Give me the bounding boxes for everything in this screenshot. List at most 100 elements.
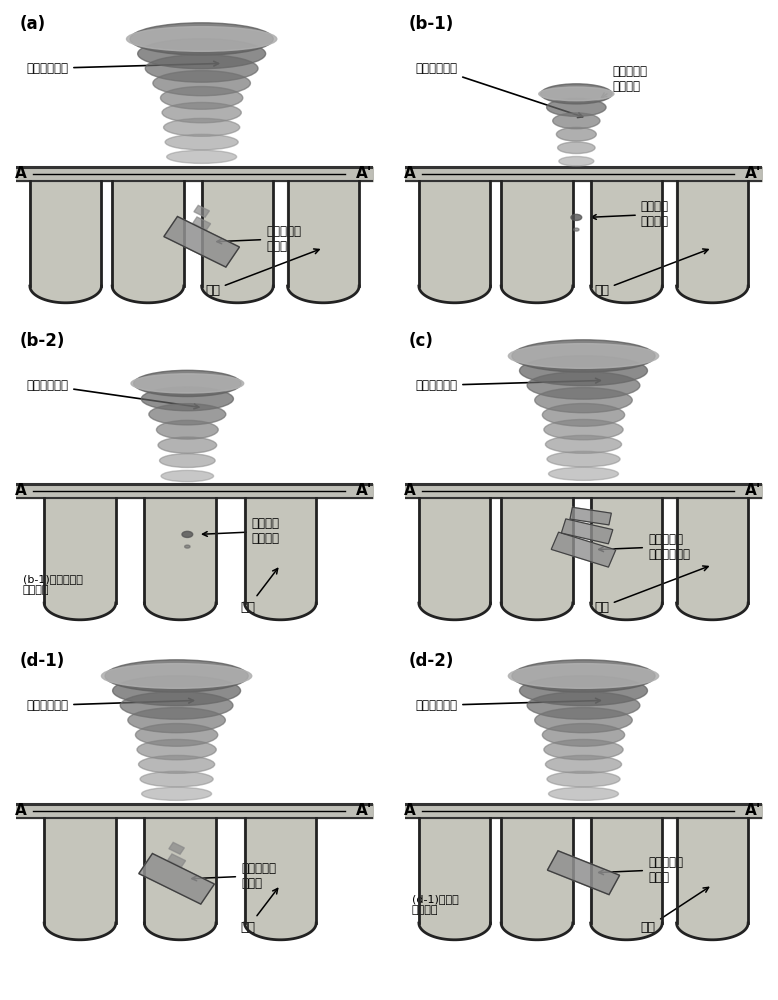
Ellipse shape — [544, 739, 623, 760]
Ellipse shape — [161, 470, 214, 482]
Ellipse shape — [558, 142, 595, 154]
Text: 基本上同时
分离的微阵列: 基本上同时 分离的微阵列 — [599, 533, 690, 561]
Ellipse shape — [527, 692, 640, 719]
Ellipse shape — [184, 545, 190, 548]
Polygon shape — [501, 818, 573, 940]
Polygon shape — [202, 181, 273, 303]
Polygon shape — [44, 818, 116, 940]
Text: 完全分离的
微阵列: 完全分离的 微阵列 — [217, 225, 301, 253]
Ellipse shape — [556, 127, 596, 141]
Ellipse shape — [508, 344, 659, 368]
Text: A': A' — [356, 166, 372, 181]
Polygon shape — [193, 217, 211, 230]
Text: (d-1): (d-1) — [19, 652, 65, 670]
Ellipse shape — [145, 55, 258, 82]
Text: 完全分离的
微阵列: 完全分离的 微阵列 — [599, 856, 683, 884]
Polygon shape — [167, 854, 186, 867]
Ellipse shape — [163, 118, 240, 136]
Ellipse shape — [552, 113, 600, 129]
Text: (b-1): (b-1) — [408, 15, 454, 33]
Ellipse shape — [138, 39, 265, 69]
Ellipse shape — [113, 676, 240, 706]
Text: 脉冲激光照射: 脉冲激光照射 — [26, 61, 219, 75]
Text: A': A' — [745, 803, 761, 818]
Ellipse shape — [156, 420, 218, 439]
Ellipse shape — [534, 708, 633, 733]
Polygon shape — [677, 818, 748, 940]
Text: 分离后残留
的微阵列: 分离后残留 的微阵列 — [601, 65, 647, 97]
Ellipse shape — [512, 660, 655, 692]
Text: 脉冲激光照射: 脉冲激光照射 — [415, 378, 601, 392]
Text: 储器: 储器 — [594, 566, 708, 614]
Text: 脉冲激光照射: 脉冲激光照射 — [26, 698, 194, 712]
Text: 部分分离
的微阵列: 部分分离 的微阵列 — [591, 200, 669, 228]
Text: 储器: 储器 — [240, 888, 278, 934]
Text: 储器: 储器 — [205, 249, 319, 297]
Ellipse shape — [135, 724, 218, 746]
Text: (a): (a) — [19, 15, 45, 33]
Text: (b-2): (b-2) — [19, 332, 65, 350]
Polygon shape — [145, 498, 216, 620]
Ellipse shape — [160, 87, 243, 109]
Ellipse shape — [158, 437, 216, 453]
Text: (c): (c) — [408, 332, 433, 350]
Text: 脉冲激光照射: 脉冲激光照射 — [26, 379, 199, 409]
Polygon shape — [570, 507, 612, 525]
Ellipse shape — [534, 388, 633, 413]
Ellipse shape — [166, 150, 237, 163]
Text: 储器: 储器 — [594, 249, 708, 297]
Polygon shape — [112, 181, 184, 303]
Ellipse shape — [542, 724, 625, 746]
Ellipse shape — [182, 531, 193, 537]
Polygon shape — [419, 498, 490, 620]
Polygon shape — [501, 498, 573, 620]
Ellipse shape — [130, 23, 273, 55]
Ellipse shape — [138, 755, 215, 773]
Text: 脉冲激光照射: 脉冲激光照射 — [415, 62, 583, 118]
Polygon shape — [591, 498, 662, 620]
Ellipse shape — [547, 451, 620, 467]
Ellipse shape — [149, 404, 226, 425]
Ellipse shape — [142, 387, 233, 411]
Ellipse shape — [538, 87, 614, 101]
Ellipse shape — [101, 664, 252, 688]
Ellipse shape — [545, 755, 622, 773]
Polygon shape — [138, 854, 215, 904]
Text: A: A — [404, 803, 415, 818]
Text: 部分分离
的微阵列: 部分分离 的微阵列 — [202, 517, 280, 545]
Polygon shape — [419, 181, 490, 303]
Text: A': A' — [356, 483, 372, 498]
Polygon shape — [552, 532, 615, 567]
Ellipse shape — [165, 134, 238, 150]
Ellipse shape — [559, 156, 594, 166]
Ellipse shape — [105, 660, 248, 692]
Polygon shape — [288, 181, 359, 303]
Text: A': A' — [356, 803, 372, 818]
Polygon shape — [244, 818, 316, 940]
Ellipse shape — [128, 708, 226, 733]
Text: A': A' — [745, 483, 761, 498]
Ellipse shape — [547, 98, 606, 116]
Text: (d-1)中分离
的微阵列: (d-1)中分离 的微阵列 — [412, 894, 458, 915]
Text: A': A' — [745, 166, 761, 181]
Ellipse shape — [545, 435, 622, 453]
Ellipse shape — [571, 214, 582, 220]
Polygon shape — [677, 498, 748, 620]
Text: A: A — [15, 166, 26, 181]
Polygon shape — [194, 205, 209, 217]
Ellipse shape — [162, 102, 241, 123]
Ellipse shape — [127, 27, 277, 51]
Ellipse shape — [573, 228, 579, 231]
Polygon shape — [244, 498, 316, 620]
Ellipse shape — [541, 84, 612, 104]
Ellipse shape — [512, 340, 655, 372]
Text: A: A — [15, 803, 26, 818]
Ellipse shape — [520, 676, 647, 706]
Ellipse shape — [520, 356, 647, 386]
Polygon shape — [169, 842, 184, 854]
Polygon shape — [591, 818, 662, 940]
Text: A: A — [404, 483, 415, 498]
Ellipse shape — [542, 404, 625, 426]
Ellipse shape — [547, 771, 620, 787]
Ellipse shape — [508, 664, 659, 688]
